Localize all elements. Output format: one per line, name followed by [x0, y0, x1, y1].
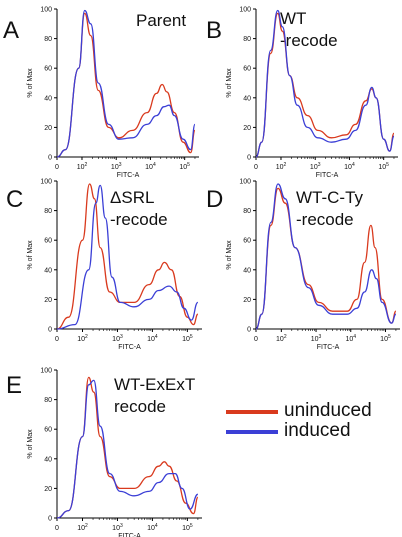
panel-letter: D	[206, 186, 223, 213]
x-tick-label: 102	[276, 334, 287, 343]
y-tick-label: 40	[44, 456, 52, 463]
legend-item-induced: induced	[226, 420, 396, 442]
y-tick-label: 0	[48, 327, 52, 334]
x-tick-label: 104	[147, 523, 158, 532]
x-tick-label: 105	[179, 162, 190, 171]
y-tick-label: 20	[44, 486, 52, 493]
x-tick-label: 104	[345, 334, 356, 343]
chart-panel-a: A 0 20 40 60 80 100 % of Max 0 102 103 104 105 FITC-A…	[3, 7, 199, 179]
x-tick-label: 105	[380, 334, 391, 343]
y-tick-label: 20	[44, 297, 52, 304]
legend-swatch-induced	[226, 430, 278, 434]
panel-title: -recode	[296, 210, 354, 229]
x-tick-label: 0	[55, 525, 59, 532]
x-axis-label: FITC-A	[118, 533, 141, 537]
x-tick-label: 103	[310, 162, 321, 171]
x-tick-label: 102	[77, 334, 88, 343]
y-tick-label: 0	[247, 155, 251, 162]
x-tick-label: 103	[311, 334, 322, 343]
y-tick-label: 60	[44, 66, 52, 73]
y-tick-label: 60	[243, 66, 251, 73]
y-axis-label: % of Max	[226, 240, 233, 270]
histogram-line-uninduced	[56, 12, 196, 158]
y-tick-label: 40	[243, 95, 251, 102]
chart-panel-e: E 0 20 40 60 80 100 % of Max 0 102 103 104 105 FITC-A…	[6, 368, 202, 537]
x-tick-label: 104	[344, 162, 355, 171]
panel-title: WT-ExExT	[114, 375, 195, 394]
y-axis-label: % of Max	[27, 68, 34, 98]
histogram-line-induced	[255, 9, 395, 158]
y-tick-label: 40	[44, 267, 52, 274]
x-tick-label: 0	[254, 336, 258, 343]
chart-panel-b: B 0 20 40 60 80 100 % of Max 0 102 103 104 105 FITC-A…	[206, 7, 398, 179]
y-tick-label: 100	[40, 179, 52, 186]
y-tick-label: 80	[44, 36, 52, 43]
panel-title: -recode	[280, 31, 338, 50]
y-tick-label: 60	[243, 238, 251, 245]
y-tick-label: 0	[48, 516, 52, 523]
panel-title: WT-C-Ty	[296, 188, 364, 207]
y-tick-label: 80	[44, 208, 52, 215]
chart-panel-c: C 0 20 40 60 80 100 % of Max 0 102 103 104 105 FITC-A…	[6, 179, 202, 351]
legend-swatch-uninduced	[226, 410, 278, 414]
x-axis-label: FITC-A	[118, 344, 141, 351]
x-tick-label: 103	[112, 334, 123, 343]
y-tick-label: 0	[48, 155, 52, 162]
panel-title: Parent	[136, 11, 186, 30]
legend-label-induced: induced	[284, 420, 351, 441]
y-tick-label: 80	[243, 36, 251, 43]
x-tick-label: 102	[77, 162, 88, 171]
x-tick-label: 104	[145, 162, 156, 171]
panel-title: WT	[280, 9, 306, 28]
y-tick-label: 80	[243, 208, 251, 215]
y-tick-label: 60	[44, 238, 52, 245]
x-tick-label: 104	[147, 334, 158, 343]
x-axis-label: FITC-A	[117, 172, 140, 179]
panel-title: -recode	[110, 210, 168, 229]
chart-panel-d: D 0 20 40 60 80 100 % of Max 0 102 103 104 105 FITC-A…	[206, 179, 400, 351]
x-tick-label: 0	[254, 164, 258, 171]
y-tick-label: 80	[44, 397, 52, 404]
x-tick-label: 105	[182, 523, 193, 532]
y-tick-label: 100	[40, 368, 52, 375]
figure-legend: uninduced induced	[226, 400, 396, 442]
histogram-line-uninduced	[56, 183, 199, 330]
y-axis-label: % of Max	[226, 68, 233, 98]
y-axis-label: % of Max	[27, 429, 34, 459]
x-tick-label: 102	[77, 523, 88, 532]
x-tick-label: 105	[182, 334, 193, 343]
x-tick-label: 0	[55, 336, 59, 343]
x-axis-label: FITC-A	[316, 172, 339, 179]
legend-label-uninduced: uninduced	[284, 400, 372, 421]
histogram-line-induced	[56, 9, 196, 158]
y-tick-label: 100	[40, 7, 52, 14]
y-tick-label: 20	[243, 125, 251, 132]
x-axis-label: FITC-A	[317, 344, 340, 351]
x-tick-label: 105	[378, 162, 389, 171]
y-tick-label: 20	[44, 125, 52, 132]
x-tick-label: 103	[112, 523, 123, 532]
y-tick-label: 60	[44, 427, 52, 434]
panel-letter: E	[6, 372, 22, 399]
panel-title: recode	[114, 397, 166, 416]
y-tick-label: 40	[44, 95, 52, 102]
y-tick-label: 40	[243, 267, 251, 274]
panel-letter: C	[6, 186, 23, 213]
y-tick-label: 20	[243, 297, 251, 304]
panel-letter: A	[3, 17, 19, 44]
x-tick-label: 0	[55, 164, 59, 171]
histogram-line-induced	[255, 183, 397, 330]
y-axis-label: % of Max	[27, 240, 34, 270]
panel-letter: B	[206, 17, 222, 44]
panel-title: ΔSRL	[110, 188, 154, 207]
y-tick-label: 100	[239, 7, 251, 14]
legend-item-uninduced: uninduced	[226, 400, 396, 422]
y-tick-label: 100	[239, 179, 251, 186]
x-tick-label: 102	[276, 162, 287, 171]
histogram-line-induced	[56, 379, 199, 519]
x-tick-label: 103	[111, 162, 122, 171]
y-tick-label: 0	[247, 327, 251, 334]
histogram-line-induced	[56, 184, 199, 330]
